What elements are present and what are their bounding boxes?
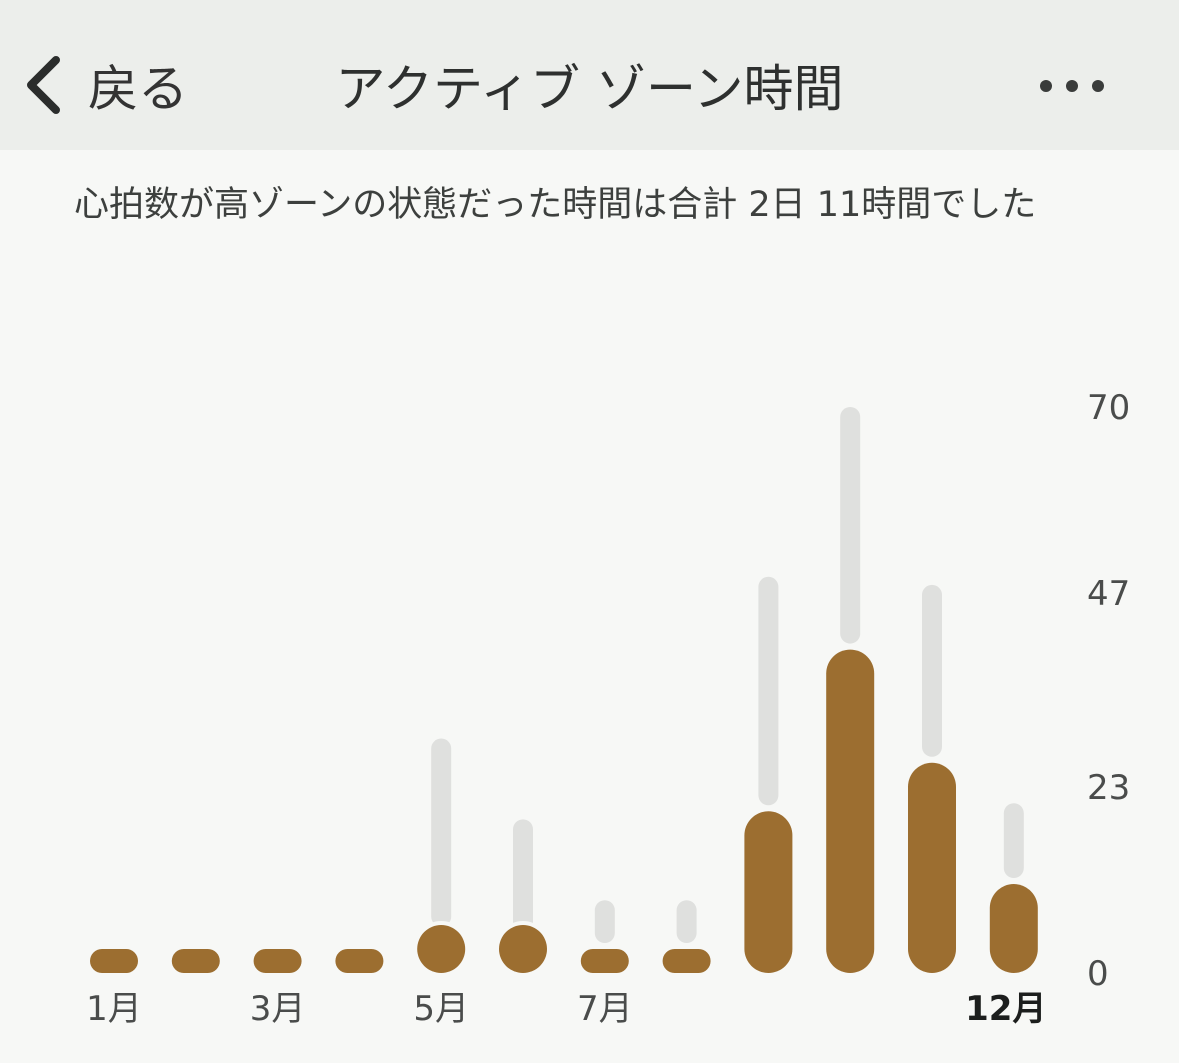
summary-text: 心拍数が高ゾーンの状態だった時間は合計 2日 11時間でした bbox=[74, 185, 1037, 225]
bar bbox=[989, 884, 1038, 973]
x-tick-label: 12月 bbox=[965, 989, 1046, 1029]
range-bar bbox=[840, 407, 861, 644]
x-tick-label: 5月 bbox=[413, 989, 469, 1029]
more-horizontal-icon bbox=[1030, 80, 1114, 110]
bar bbox=[499, 925, 547, 973]
back-button[interactable]: 戻る bbox=[22, 50, 188, 120]
range-bar bbox=[922, 584, 942, 757]
y-tick-label: 70 bbox=[1087, 388, 1130, 428]
range-bar bbox=[594, 900, 615, 943]
x-tick-label: 1月 bbox=[86, 989, 142, 1029]
back-label: 戻る bbox=[88, 60, 188, 118]
nav-header: 戻る アクティブ ゾーン時間 bbox=[0, 0, 1179, 150]
bar bbox=[335, 949, 384, 973]
y-tick-label: 23 bbox=[1087, 768, 1130, 808]
bar bbox=[744, 811, 793, 973]
bar bbox=[171, 949, 220, 973]
range-bar bbox=[676, 900, 697, 943]
range-bar bbox=[1003, 803, 1024, 879]
range-bar bbox=[513, 819, 533, 935]
bar bbox=[417, 925, 466, 973]
chevron-left-icon bbox=[22, 54, 62, 116]
range-bar bbox=[758, 576, 779, 806]
x-tick-label: 7月 bbox=[577, 989, 633, 1029]
bar bbox=[662, 949, 711, 973]
page-title: アクティブ ゾーン時間 bbox=[335, 60, 844, 118]
bar bbox=[908, 762, 956, 973]
bar bbox=[90, 949, 138, 973]
bar bbox=[253, 949, 302, 973]
bar bbox=[826, 649, 875, 973]
range-bar bbox=[431, 738, 452, 927]
x-tick-label: 3月 bbox=[250, 989, 306, 1029]
bar bbox=[580, 949, 629, 973]
y-tick-label: 47 bbox=[1087, 574, 1130, 614]
more-button[interactable] bbox=[1030, 66, 1114, 106]
y-tick-label: 0 bbox=[1087, 954, 1109, 994]
